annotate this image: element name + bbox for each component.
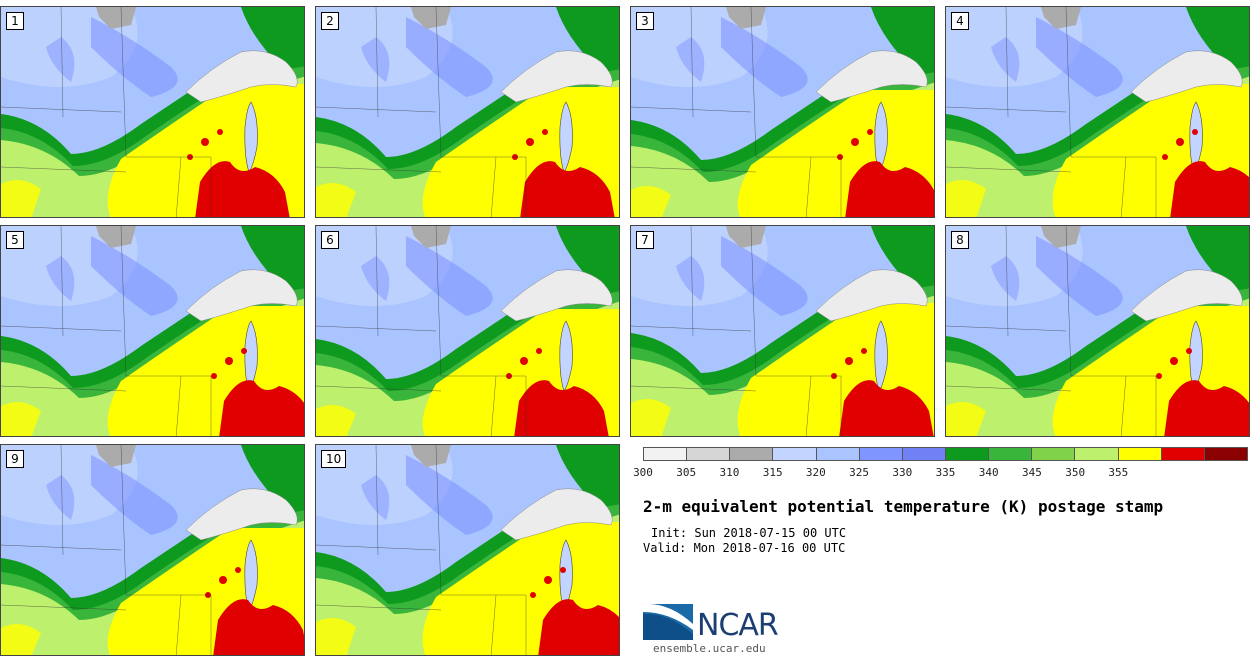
member-label: 7	[636, 231, 654, 249]
colorbar-tick-label: 340	[978, 466, 999, 479]
map-panel-2: 2	[315, 6, 620, 218]
member-label: 9	[6, 450, 24, 468]
map-field	[1, 7, 304, 217]
map-field	[316, 226, 619, 436]
colorbar-tick-label: 355	[1108, 466, 1129, 479]
map-panel-8: 8	[945, 225, 1250, 437]
ncar-logo-text: NCAR	[697, 608, 779, 643]
colorbar-tick-label: 315	[762, 466, 783, 479]
colorbar-segment	[989, 448, 1033, 460]
colorbar-tick-label: 350	[1065, 466, 1086, 479]
init-time: Init: Sun 2018-07-15 00 UTC	[651, 526, 847, 540]
site-url: ensemble.ucar.edu	[653, 642, 766, 655]
map-field	[946, 7, 1249, 217]
map-field	[631, 226, 934, 436]
plot-title: 2-m equivalent potential temperature (K)…	[643, 497, 1164, 516]
member-label: 5	[6, 231, 24, 249]
map-panel-10: 10	[315, 444, 620, 656]
map-field	[1, 226, 304, 436]
colorbar-segment	[644, 448, 688, 460]
member-label: 6	[321, 231, 339, 249]
colorbar-segment	[730, 448, 774, 460]
colorbar-tick-label: 320	[805, 466, 826, 479]
map-field	[316, 7, 619, 217]
colorbar	[643, 447, 1248, 461]
member-label: 3	[636, 12, 654, 30]
map-panel-9: 9	[0, 444, 305, 656]
colorbar-tick-label: 345	[1021, 466, 1042, 479]
map-panel-5: 5	[0, 225, 305, 437]
map-field	[946, 226, 1249, 436]
valid-time: Valid: Mon 2018-07-16 00 UTC	[643, 541, 846, 555]
map-field	[316, 445, 619, 655]
map-panel-1: 1	[0, 6, 305, 218]
member-label: 1	[6, 12, 24, 30]
member-label: 4	[951, 12, 969, 30]
colorbar-segment	[1032, 448, 1076, 460]
colorbar-tick-label: 335	[935, 466, 956, 479]
map-field	[1, 445, 304, 655]
colorbar-tick-label: 330	[892, 466, 913, 479]
member-label: 2	[321, 12, 339, 30]
map-panel-7: 7	[630, 225, 935, 437]
colorbar-segment	[1075, 448, 1119, 460]
colorbar-segment	[859, 448, 903, 460]
colorbar-tick-label: 310	[719, 466, 740, 479]
colorbar-tick-label: 325	[849, 466, 869, 479]
ncar-logo-icon	[643, 603, 693, 640]
member-label: 10	[321, 450, 347, 468]
colorbar-segment	[1118, 448, 1162, 460]
colorbar-segment	[773, 448, 817, 460]
colorbar-segment	[902, 448, 946, 460]
map-panel-4: 4	[945, 6, 1250, 218]
colorbar-segment	[945, 448, 990, 460]
map-field	[631, 7, 934, 217]
colorbar-tick-label: 305	[676, 466, 697, 479]
colorbar-segment	[1161, 448, 1205, 460]
colorbar-segment	[1204, 448, 1247, 460]
colorbar-segment	[687, 448, 731, 460]
colorbar-tick-label: 300	[633, 466, 653, 479]
colorbar-segment	[816, 448, 860, 460]
member-label: 8	[951, 231, 969, 249]
map-panel-3: 3	[630, 6, 935, 218]
map-panel-6: 6	[315, 225, 620, 437]
